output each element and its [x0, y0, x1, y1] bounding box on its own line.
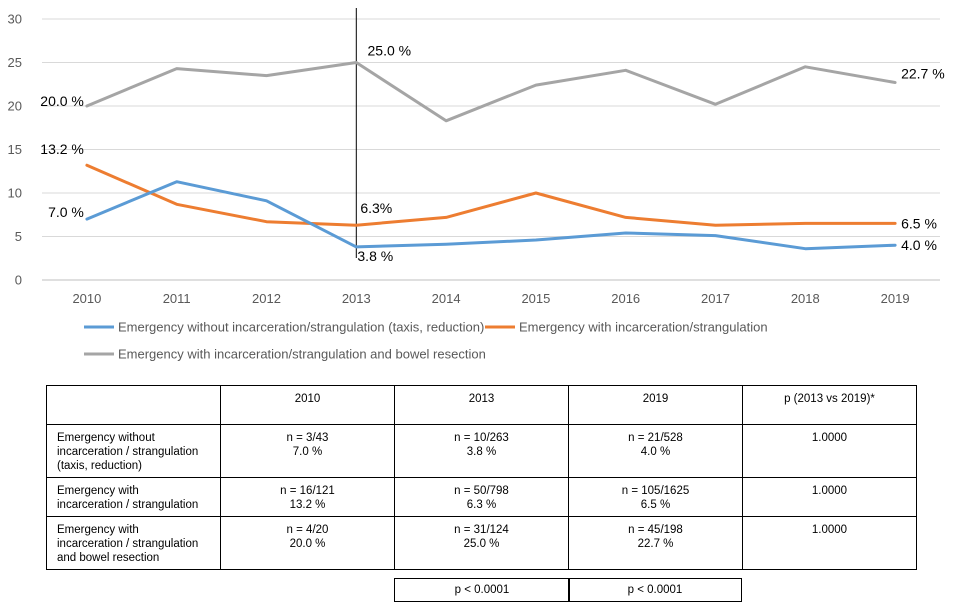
- row-label-line: Emergency without: [57, 432, 155, 444]
- series-line: [85, 163, 897, 227]
- series-lines: [85, 61, 897, 251]
- y-tick-label: 10: [8, 186, 22, 201]
- table-cell: n = 45/198 22.7 %: [568, 516, 743, 570]
- gridlines: [42, 18, 940, 281]
- x-tick-label: 2012: [252, 291, 281, 306]
- cell-count: n = 10/263: [454, 432, 509, 444]
- table-cell: n = 3/43 7.0 %: [220, 424, 395, 478]
- table-header-cell: 2019: [568, 385, 743, 425]
- cell-percent: 20.0 %: [289, 538, 326, 550]
- table-cell: n = 50/798 6.3 %: [394, 477, 569, 517]
- p-value-cell: 1.0000: [742, 516, 917, 570]
- data-label: 3.8 %: [357, 248, 393, 264]
- x-axis-ticks: 2010 2011 2012 2013 2014 2015 2016 2017 2018 2019: [72, 291, 909, 306]
- legend-label: Emergency with incarceration/strangulati…: [118, 347, 486, 362]
- row-label-line: incarceration / strangulation: [57, 446, 199, 458]
- x-tick-label: 2011: [163, 291, 191, 306]
- cell-count: n = 45/198: [628, 524, 683, 536]
- data-label: 22.7 %: [901, 66, 945, 82]
- table-header-row: 2010 2013 2019 p (2013 vs 2019)*: [46, 385, 917, 425]
- cell-percent: 7.0 %: [292, 446, 323, 458]
- x-tick-label: 2018: [791, 291, 820, 306]
- cell-percent: 4.0 %: [640, 446, 671, 458]
- cell-percent: 6.3 %: [466, 499, 497, 511]
- data-label: 4.0 %: [901, 237, 937, 253]
- y-tick-label: 5: [15, 229, 22, 244]
- row-label-line: Emergency with: [57, 524, 139, 536]
- legend-label: Emergency without incarceration/strangul…: [118, 320, 484, 335]
- y-tick-label: 30: [8, 12, 22, 27]
- table-header-cell: p (2013 vs 2019)*: [742, 385, 917, 425]
- row-label-line: incarceration / strangulation: [57, 538, 199, 550]
- p-value-footer-2010-vs-2019: p < 0.0001: [568, 578, 742, 602]
- x-tick-label: 2014: [432, 291, 461, 306]
- data-label: 6.5 %: [901, 215, 937, 231]
- p-value-cell: 1.0000: [742, 477, 917, 517]
- table-cell: n = 31/124 25.0 %: [394, 516, 569, 570]
- cell-percent: 3.8 %: [466, 446, 497, 458]
- data-label: 6.3%: [360, 200, 392, 216]
- cell-percent: 22.7 %: [637, 538, 674, 550]
- row-label: Emergency without incarceration / strang…: [46, 424, 221, 478]
- table-header-cell: [46, 385, 221, 425]
- y-tick-label: 0: [15, 273, 22, 288]
- legend-label: Emergency with incarceration/strangulati…: [519, 320, 768, 335]
- table-cell: n = 4/20 20.0 %: [220, 516, 395, 570]
- row-label-line: (taxis, reduction): [57, 460, 143, 472]
- series-line: [85, 61, 897, 123]
- cell-count: n = 4/20: [286, 524, 329, 536]
- cell-percent: 25.0 %: [463, 538, 500, 550]
- y-tick-label: 15: [8, 142, 22, 157]
- cell-percent: 6.5 %: [640, 499, 671, 511]
- cell-count: n = 50/798: [454, 485, 509, 497]
- row-label: Emergency with incarceration / strangula…: [46, 516, 221, 570]
- cell-count: n = 3/43: [286, 432, 329, 444]
- table-cell: n = 10/263 3.8 %: [394, 424, 569, 478]
- x-tick-label: 2017: [701, 291, 730, 306]
- legend: Emergency without incarceration/strangul…: [84, 320, 768, 362]
- data-label: 25.0 %: [368, 43, 412, 59]
- p-value-footer-2010-vs-2013: p < 0.0001: [394, 578, 570, 602]
- row-label-line: Emergency with: [57, 485, 139, 497]
- row-label-line: incarceration / strangulation: [57, 499, 199, 511]
- data-labels: 7.0 % 3.8 % 4.0 % 13.2 % 6.3% 6.5 % 20.0 % 25.0…: [40, 43, 944, 264]
- p-value-cell: 1.0000: [742, 424, 917, 478]
- table-header-cell: 2010: [220, 385, 395, 425]
- cell-count: n = 21/528: [628, 432, 683, 444]
- x-tick-label: 2013: [342, 291, 371, 306]
- data-label: 7.0 %: [48, 204, 84, 220]
- table-row: Emergency with incarceration / strangula…: [46, 516, 917, 570]
- x-tick-label: 2016: [611, 291, 640, 306]
- series-line: [85, 180, 897, 251]
- cell-count: n = 16/121: [280, 485, 335, 497]
- y-axis-ticks: 0 5 10 15 20 25 30: [8, 12, 22, 288]
- table-row: Emergency without incarceration / strang…: [46, 424, 917, 478]
- x-tick-label: 2010: [72, 291, 101, 306]
- table-cell: n = 16/121 13.2 %: [220, 477, 395, 517]
- data-label: 13.2 %: [40, 141, 84, 157]
- x-tick-label: 2019: [881, 291, 910, 306]
- cell-count: n = 105/1625: [621, 485, 690, 497]
- summary-table: 2010 2013 2019 p (2013 vs 2019)* Emergen…: [46, 385, 917, 570]
- data-label: 20.0 %: [40, 93, 84, 109]
- table-header-cell: 2013: [394, 385, 569, 425]
- table-cell: n = 105/1625 6.5 %: [568, 477, 743, 517]
- row-label-line: and bowel resection: [57, 552, 160, 564]
- y-tick-label: 25: [8, 55, 22, 70]
- y-tick-label: 20: [8, 99, 22, 114]
- cell-count: n = 31/124: [454, 524, 509, 536]
- row-label: Emergency with incarceration / strangula…: [46, 477, 221, 517]
- table-cell: n = 21/528 4.0 %: [568, 424, 743, 478]
- cell-percent: 13.2 %: [289, 499, 326, 511]
- table-row: Emergency with incarceration / strangula…: [46, 477, 917, 517]
- x-tick-label: 2015: [521, 291, 550, 306]
